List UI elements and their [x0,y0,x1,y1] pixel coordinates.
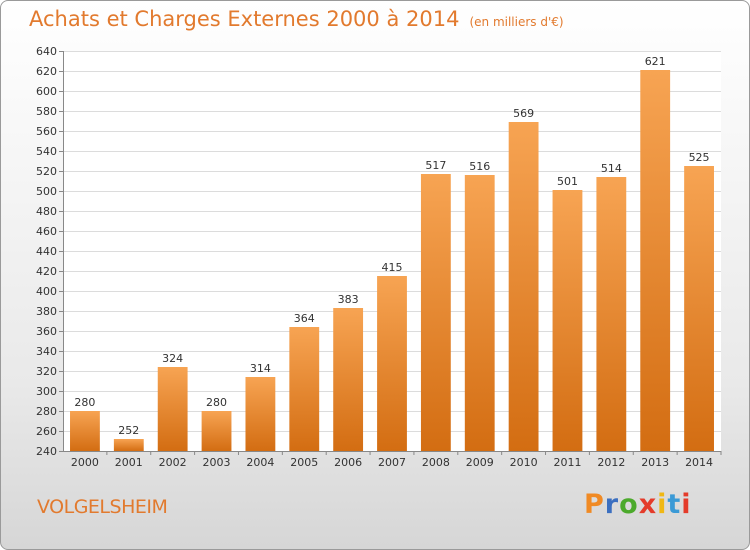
y-tick-label: 580 [36,105,57,118]
y-tick-label: 420 [36,265,57,278]
x-tick-label: 2002 [159,456,187,469]
y-tick-label: 400 [36,285,57,298]
logo-letter: i [657,489,668,520]
y-tick-label: 540 [36,145,57,158]
bar-value-label: 517 [425,159,446,172]
x-tick-label: 2013 [641,456,669,469]
bar-value-label: 501 [557,175,578,188]
bar [70,411,100,451]
x-tick-label: 2005 [290,456,318,469]
y-tick-label: 280 [36,405,57,418]
y-tick-label: 480 [36,205,57,218]
bar-value-label: 569 [513,107,534,120]
bar [420,174,451,451]
x-tick-label: 2009 [466,456,494,469]
logo-letter: P [584,489,605,520]
bar-value-label: 280 [74,396,95,409]
x-tick-label: 2007 [378,456,406,469]
bar-value-label: 383 [338,293,359,306]
x-tick-label: 2004 [246,456,274,469]
y-tick-label: 460 [36,225,57,238]
bars [70,70,714,451]
bar [596,177,627,451]
bar [157,367,188,451]
bar [508,122,539,451]
bar [377,276,407,451]
x-tick-label: 2012 [597,456,625,469]
axes: 240 260 280 300 320 340 360 380 400 420 440 460 480 5… [36,45,722,469]
y-tick-label: 640 [36,45,57,58]
logo-letter: t [667,489,682,520]
bar [464,175,495,451]
x-tick-label: 2010 [510,456,538,469]
x-tick-label: 2000 [71,456,99,469]
chart-title: Achats et Charges Externes 2000 à 2014 (e… [29,7,564,31]
proxiti-logo[interactable]: Proxiti [584,489,692,520]
y-tick-label: 520 [36,165,57,178]
y-tick-label: 240 [36,445,57,458]
logo-letter: i [681,489,692,520]
bar-value-label: 324 [162,352,183,365]
x-tick-label: 2014 [685,456,713,469]
y-tick-label: 560 [36,125,57,138]
bar [245,377,276,451]
x-tick-label: 2003 [203,456,231,469]
chart-title-text: Achats et Charges Externes 2000 à 2014 [29,7,460,31]
y-tick-label: 500 [36,185,57,198]
bar [333,308,364,451]
logo-letter: x [638,489,658,520]
y-tick-label: 380 [36,305,57,318]
x-tick-label: 2001 [115,456,143,469]
bar [201,411,232,451]
y-tick-label: 600 [36,85,57,98]
bar-value-label: 621 [645,55,666,68]
bar-value-label: 514 [601,162,622,175]
bar [113,439,144,451]
bar-value-label: 280 [206,396,227,409]
bar-value-label: 252 [118,424,139,437]
logo-letter: o [619,489,639,520]
y-tick-label: 440 [36,245,57,258]
data-labels: 280 252 324 280 314 364 383 415 517 516 569 501 514 6… [74,55,709,437]
chart-unit: (en milliers d'€) [469,15,564,29]
y-tick-label: 320 [36,365,57,378]
commune-name: VOLGELSHEIM [37,496,168,518]
bar [640,70,671,451]
y-tick-label: 340 [36,345,57,358]
y-tick-label: 360 [36,325,57,338]
bar-value-label: 314 [250,362,271,375]
x-tick-label: 2006 [334,456,362,469]
y-tick-label: 300 [36,385,57,398]
logo-letter: r [604,489,620,520]
bar [289,327,320,451]
bar [684,166,714,451]
bar-value-label: 364 [294,312,315,325]
x-tick-label: 2011 [553,456,581,469]
bar [552,190,583,451]
y-tick-label: 260 [36,425,57,438]
y-tick-label: 620 [36,65,57,78]
bar-value-label: 516 [469,160,490,173]
bar-value-label: 525 [689,151,710,164]
x-tick-label: 2008 [422,456,450,469]
bar-value-label: 415 [382,261,403,274]
